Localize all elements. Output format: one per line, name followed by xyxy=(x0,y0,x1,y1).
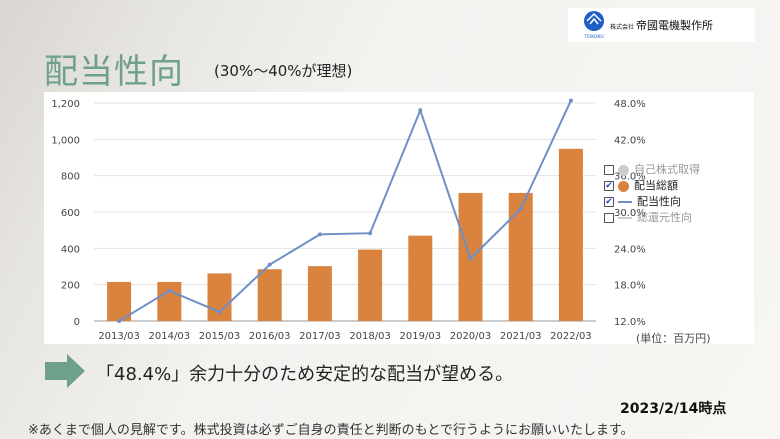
chart-panel: 0 200 400 600 800 1,000 1,200 12.0% 18.0% 24.0% 30… xyxy=(44,92,754,344)
bar-dividend-total xyxy=(408,235,433,321)
x-tick-label: 2014/03 xyxy=(149,331,191,342)
x-tick-label: 2022/03 xyxy=(550,331,592,342)
teikoku-logo-icon: TEIKOKU xyxy=(582,10,606,40)
legend-item[interactable]: 自己株式取得 xyxy=(604,162,700,178)
legend-item[interactable]: ✔ 配当性向 xyxy=(604,194,700,210)
left-tick-label: 0 xyxy=(74,317,80,328)
bar-dividend-total xyxy=(157,281,182,321)
left-tick-label: 400 xyxy=(61,244,80,255)
legend-label: 総還元性向 xyxy=(637,211,692,224)
payout-ratio-point xyxy=(167,288,172,293)
right-tick-label: 18.0% xyxy=(614,281,646,292)
legend-line-icon xyxy=(618,217,632,219)
company-name: 株式会社 帝國電機製作所 xyxy=(610,17,713,33)
right-tick-label: 42.0% xyxy=(614,135,646,146)
legend-checkbox[interactable]: ✔ xyxy=(604,181,614,191)
right-tick-label: 30.0% xyxy=(614,208,646,219)
bar-dividend-total xyxy=(558,148,583,321)
legend-label: 配当性向 xyxy=(637,195,681,208)
bar-dividend-total xyxy=(107,281,132,321)
company-prefix: 株式会社 xyxy=(610,24,635,31)
x-tick-label: 2018/03 xyxy=(349,331,391,342)
arrow-icon xyxy=(45,352,85,390)
payout-ratio-point xyxy=(468,256,473,261)
legend-dot-icon xyxy=(618,164,629,176)
right-tick-label: 24.0% xyxy=(614,244,646,255)
legend-item[interactable]: 総還元性向 xyxy=(604,210,700,226)
left-tick-label: 1,200 xyxy=(51,99,80,110)
dividend-chart: 0 200 400 600 800 1,000 1,200 12.0% 18.0% 24.0% 30… xyxy=(51,98,646,342)
chart-legend: 自己株式取得 ✔ 配当総額 ✔ 配当性向総還元性向 xyxy=(604,162,700,226)
payout-ratio-point xyxy=(418,108,423,113)
legend-label: 自己株式取得 xyxy=(634,163,700,176)
payout-ratio-point xyxy=(117,319,122,323)
bar-dividend-total xyxy=(257,269,282,321)
legend-checkbox[interactable] xyxy=(604,165,614,175)
right-tick-label: 36.0% xyxy=(614,172,646,183)
payout-ratio-point xyxy=(317,232,322,237)
x-tick-label: 2015/03 xyxy=(199,331,241,342)
bar-dividend-total xyxy=(508,192,533,321)
disclaimer-text: ※あくまで個人の見解です。株式投資は必ずご自身の責任と判断のもとで行うようにお願… xyxy=(28,423,634,438)
legend-dot-icon xyxy=(618,180,629,192)
x-tick-label: 2016/03 xyxy=(249,331,291,342)
x-tick-label: 2021/03 xyxy=(500,331,542,342)
x-tick-label: 2013/03 xyxy=(98,331,140,342)
payout-ratio-point xyxy=(267,262,272,267)
legend-checkbox[interactable] xyxy=(604,213,614,223)
payout-ratio-point xyxy=(568,98,573,103)
svg-text:TEIKOKU: TEIKOKU xyxy=(583,34,603,40)
right-tick-label: 48.0% xyxy=(614,99,646,110)
legend-item[interactable]: ✔ 配当総額 xyxy=(604,178,700,194)
payout-ratio-point xyxy=(217,309,222,314)
page-subtitle: (30%〜40%が理想) xyxy=(214,62,353,80)
left-tick-label: 1,000 xyxy=(51,135,80,146)
left-tick-label: 600 xyxy=(61,208,80,219)
page-title: 配当性向 xyxy=(44,52,184,92)
company-logo: TEIKOKU 株式会社 帝國電機製作所 xyxy=(568,8,755,42)
caption-text: 「48.4%」余力十分のため安定的な配当が望める。 xyxy=(96,364,514,385)
company-name-text: 帝國電機製作所 xyxy=(636,19,714,32)
left-tick-label: 800 xyxy=(61,172,80,183)
bar-dividend-total xyxy=(358,249,383,321)
right-tick-label: 12.0% xyxy=(614,317,646,328)
bar-dividend-total xyxy=(307,266,332,321)
x-tick-label: 2019/03 xyxy=(400,331,442,342)
payout-ratio-point xyxy=(368,231,373,236)
x-tick-label: 2020/03 xyxy=(450,331,492,342)
left-tick-label: 200 xyxy=(61,281,80,292)
as-of-date: 2023/2/14時点 xyxy=(620,401,727,417)
x-tick-label: 2017/03 xyxy=(299,331,341,342)
payout-ratio-line xyxy=(118,100,572,322)
payout-ratio-point xyxy=(518,206,523,211)
legend-label: 配当総額 xyxy=(634,179,678,192)
unit-label: (単位：百万円) xyxy=(636,332,711,345)
legend-line-icon xyxy=(618,201,632,203)
legend-checkbox[interactable]: ✔ xyxy=(604,197,614,207)
